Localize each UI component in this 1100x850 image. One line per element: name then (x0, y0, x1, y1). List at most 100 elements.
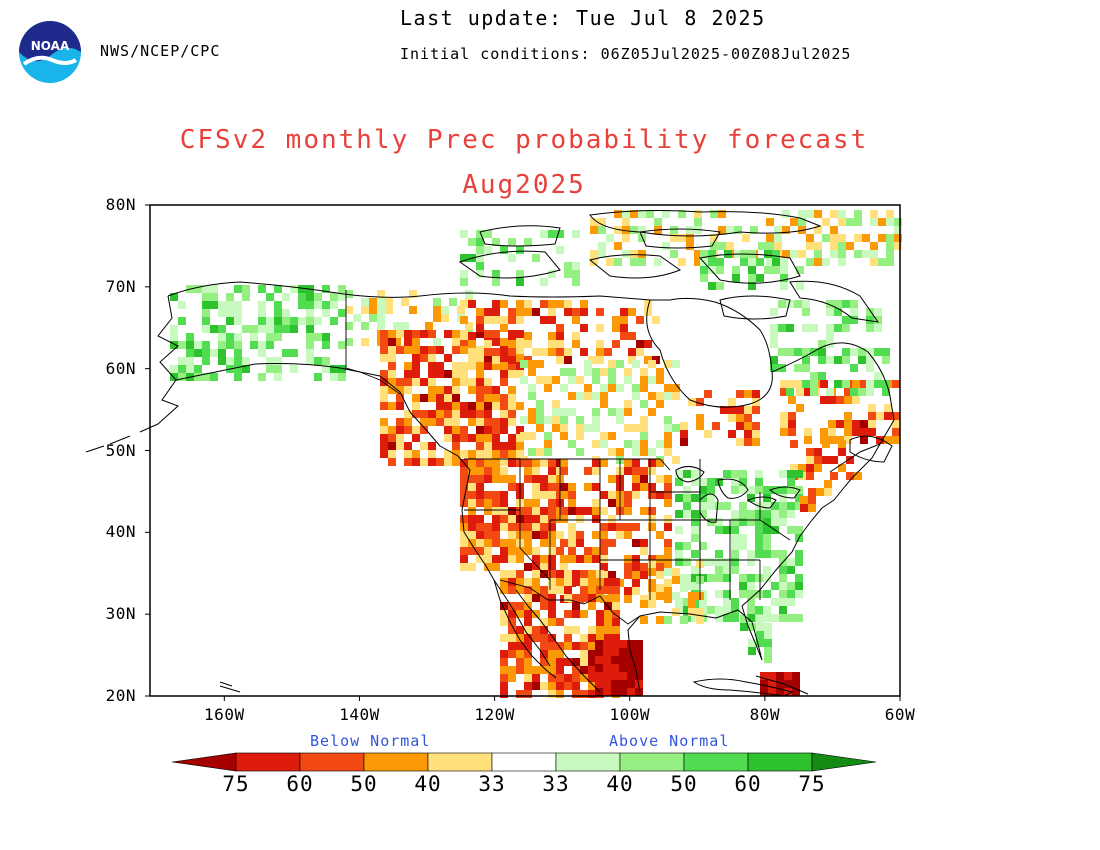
probability-cell (624, 595, 632, 603)
probability-cell (636, 316, 644, 324)
probability-cell (536, 400, 544, 408)
probability-cell (624, 368, 632, 376)
probability-cell (306, 293, 314, 301)
probability-cell (564, 610, 572, 618)
probability-cell (814, 250, 822, 258)
probability-cell (564, 658, 572, 666)
legend-label: 75 (222, 772, 250, 796)
initial-conditions: Initial conditions: 06Z05Jul2025-00Z08Ju… (400, 45, 852, 63)
probability-cell (380, 418, 388, 426)
probability-cell (723, 566, 731, 574)
probability-cell (860, 380, 868, 388)
probability-cell (640, 616, 648, 624)
probability-cell (886, 210, 894, 218)
probability-cell (744, 414, 752, 422)
probability-cell (624, 587, 632, 595)
probability-cell (520, 432, 528, 440)
probability-cell (616, 523, 624, 531)
probability-cell (866, 364, 874, 372)
probability-cell (796, 404, 804, 412)
probability-cell (763, 494, 771, 502)
probability-cell (572, 658, 580, 666)
probability-cell (242, 325, 250, 333)
probability-cell (452, 426, 460, 434)
probability-cell (624, 499, 632, 507)
probability-cell (202, 373, 210, 381)
probability-cell (500, 555, 508, 563)
probability-cell (656, 563, 664, 571)
probability-cell (226, 293, 234, 301)
probability-cell (707, 606, 715, 614)
probability-cell (258, 301, 266, 309)
probability-cell (560, 368, 568, 376)
probability-cell (728, 398, 736, 406)
probability-cell (500, 458, 508, 466)
probability-cell (524, 308, 532, 316)
probability-cell (592, 440, 600, 448)
probability-cell (664, 515, 672, 523)
probability-cell (508, 626, 516, 634)
probability-cell (234, 309, 242, 317)
probability-cell (675, 478, 683, 486)
probability-cell (258, 317, 266, 325)
probability-cell (500, 547, 508, 555)
probability-cell (600, 531, 608, 539)
probability-cell (210, 373, 218, 381)
probability-cell (544, 416, 552, 424)
probability-cell (242, 357, 250, 365)
probability-cell (672, 608, 680, 616)
probability-cell (468, 491, 476, 499)
probability-cell (492, 515, 500, 523)
probability-cell (656, 531, 664, 539)
probability-cell (580, 690, 588, 698)
probability-cell (624, 459, 632, 467)
probability-cell (532, 483, 540, 491)
probability-cell (457, 306, 465, 314)
probability-cell (468, 418, 476, 426)
probability-cell (266, 365, 274, 373)
probability-cell (870, 210, 878, 218)
probability-cell (572, 642, 580, 650)
probability-cell (330, 301, 338, 309)
probability-cell (723, 606, 731, 614)
probability-cell (707, 486, 715, 494)
probability-cell (592, 368, 600, 376)
probability-cell (656, 571, 664, 579)
probability-cell (548, 499, 556, 507)
probability-cell (818, 348, 826, 356)
probability-cell (532, 467, 540, 475)
probability-cell (664, 499, 672, 507)
probability-cell (218, 341, 226, 349)
probability-cell (468, 378, 476, 386)
probability-cell (572, 570, 580, 578)
probability-cell (516, 354, 524, 362)
probability-cell (548, 483, 556, 491)
probability-cell (878, 218, 886, 226)
probability-cell (723, 558, 731, 566)
probability-cell (444, 426, 452, 434)
probability-cell (393, 338, 401, 346)
probability-cell (576, 507, 584, 515)
probability-cell (508, 410, 516, 418)
probability-cell (218, 309, 226, 317)
probability-cell (484, 340, 492, 348)
probability-cell (452, 394, 460, 402)
probability-cell (778, 300, 786, 308)
probability-cell (345, 338, 353, 346)
probability-cell (412, 434, 420, 442)
map-title: CFSv2 monthly Prec probability forecast (179, 125, 869, 155)
probability-cell (736, 438, 744, 446)
probability-cell (590, 226, 598, 234)
probability-cell (596, 610, 604, 618)
probability-cell (632, 467, 640, 475)
probability-cell (516, 338, 524, 346)
probability-cell (892, 436, 900, 444)
probability-cell (508, 634, 516, 642)
probability-cell (476, 370, 484, 378)
probability-cell (178, 341, 186, 349)
probability-cell (388, 330, 396, 338)
probability-cell (728, 406, 736, 414)
probability-cell (322, 301, 330, 309)
probability-cell (656, 555, 664, 563)
probability-cell (484, 348, 492, 356)
